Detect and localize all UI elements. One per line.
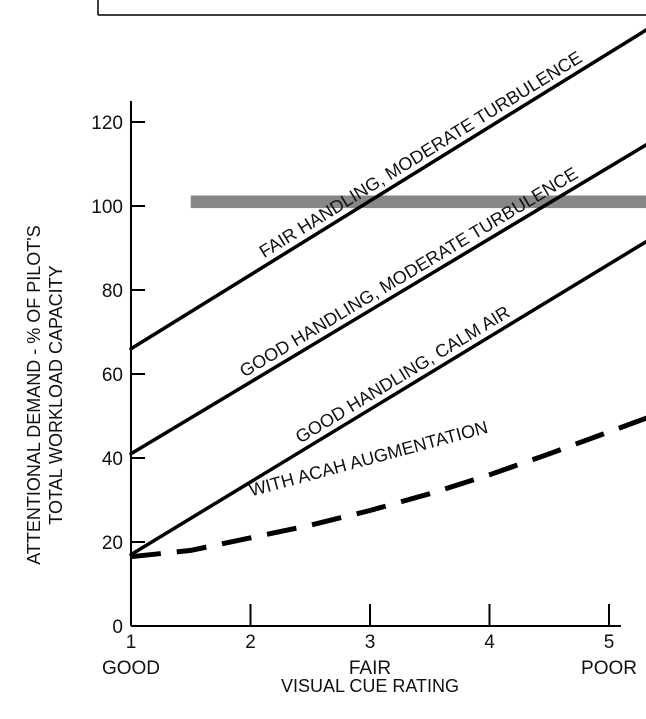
series-label-fair-handling-moderate-turbulence: FAIR HANDLING, MODERATE TURBULENCE <box>256 47 586 262</box>
x-qualitative-label-good: GOOD <box>102 658 160 679</box>
x-tick-label: 4 <box>484 632 495 653</box>
y-ticks: 0 20 40 60 80 100 120 <box>91 113 145 638</box>
capacity-band <box>190 195 646 209</box>
y-tick-label: 100 <box>91 197 123 218</box>
series-line-fair-handling-moderate-turbulence <box>129 28 646 351</box>
y-tick-label: 120 <box>91 113 123 134</box>
x-qualitative-label-fair: FAIR <box>349 658 391 679</box>
series-line-good-handling-calm-air <box>129 239 646 557</box>
x-tick-label: 5 <box>604 632 615 653</box>
y-tick-label: 0 <box>112 617 123 638</box>
x-ticks: 1 2 3 4 5 GOOD FAIR POOR <box>102 604 637 679</box>
series-group <box>129 28 646 560</box>
y-tick-label: 60 <box>102 365 123 386</box>
x-tick-label: 3 <box>365 632 376 653</box>
x-qualitative-label-poor: POOR <box>581 658 637 679</box>
y-axis-title: ATTENTIONAL DEMAND - % OF PILOT'S TOTAL … <box>24 225 66 564</box>
x-tick-label: 2 <box>245 632 256 653</box>
y-tick-label: 40 <box>102 449 123 470</box>
x-tick-label: 1 <box>126 632 137 653</box>
y-tick-label: 20 <box>102 533 123 554</box>
x-axis-title: VISUAL CUE RATING <box>281 676 459 696</box>
series-line-with-acah-augmentation <box>130 415 646 560</box>
series-line-good-handling-moderate-turbulence <box>129 142 646 456</box>
axes <box>130 101 621 627</box>
y-axis-title-line-2: TOTAL WORKLOAD CAPACITY <box>46 265 66 524</box>
y-tick-label: 80 <box>102 281 123 302</box>
y-axis-title-line-1: ATTENTIONAL DEMAND - % OF PILOT'S <box>24 225 44 564</box>
top-box-fragment <box>97 0 646 16</box>
